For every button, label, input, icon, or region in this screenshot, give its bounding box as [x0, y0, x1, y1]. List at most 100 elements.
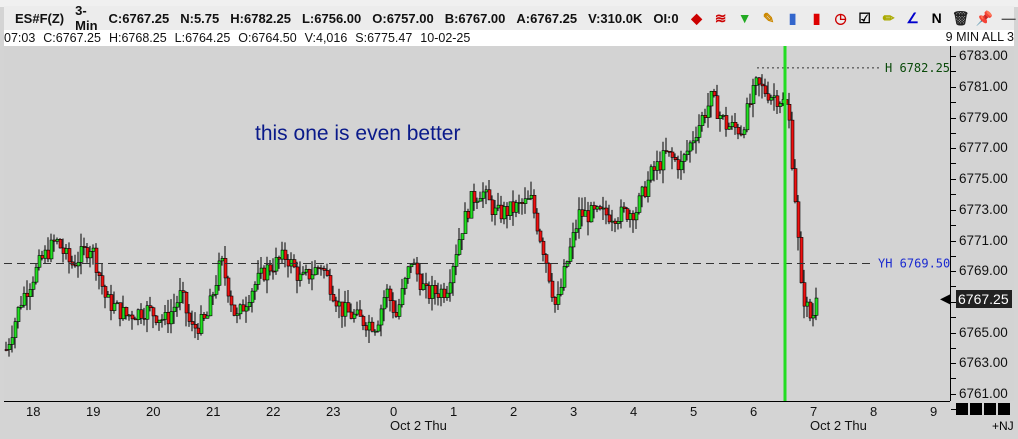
candle-down: [652, 166, 657, 171]
y-tick: [951, 209, 956, 211]
candle-up: [610, 220, 615, 223]
candle-up: [526, 198, 531, 200]
candle-up: [265, 264, 270, 281]
candle-up: [454, 254, 459, 267]
candle-down: [322, 268, 327, 271]
candle-up: [646, 179, 651, 197]
candle-up: [313, 267, 318, 276]
y-tick: [951, 271, 956, 273]
x-tick-label: 19: [86, 404, 101, 419]
date-label: Oct 2 Thu: [810, 418, 867, 433]
candle-up: [655, 161, 660, 171]
cubes-icon[interactable]: ◆: [691, 9, 703, 26]
chart-settings-label[interactable]: 9 MIN ALL 3: [945, 30, 1014, 44]
candle-up: [376, 324, 381, 332]
candle-down: [196, 327, 201, 334]
candle-up: [805, 301, 810, 307]
time-axis[interactable]: 18 19 20 21 22 23 0 1 2 3 4 5 6 7 8 9 Oct 2 Thu Oct 2 Thu: [4, 401, 950, 435]
candle-down: [154, 315, 159, 323]
y-tick-label: 6763.00: [959, 355, 1008, 371]
y-minor-tick: [951, 316, 956, 318]
candle-up: [22, 292, 27, 306]
candle-down: [733, 122, 738, 128]
candle-up: [706, 105, 711, 118]
x-tick-label: 0: [390, 404, 398, 419]
candle-up: [577, 209, 582, 230]
candle-up: [751, 85, 756, 105]
candle-down: [532, 194, 537, 214]
y-tick: [951, 301, 956, 303]
waves-icon[interactable]: ≋: [714, 9, 727, 26]
candle-up: [76, 262, 81, 267]
candle-up: [694, 137, 699, 142]
candle-up: [430, 285, 435, 299]
quote-field: N:5.75: [180, 10, 220, 26]
checklist-icon[interactable]: ☑: [858, 9, 871, 26]
y-minor-tick: [951, 194, 956, 196]
candle-up: [304, 269, 309, 273]
candle-down: [25, 292, 30, 297]
candle-down: [511, 201, 516, 213]
quote-toolbar: ES#F(Z) 3-Min C:6767.25 N:5.75 H:6782.25 L:67…: [4, 3, 1016, 33]
x-tick-label: 9: [930, 404, 938, 419]
pin-icon[interactable]: 📌: [975, 9, 994, 26]
level-label: YH 6769.50: [878, 257, 950, 271]
candle-down: [73, 264, 78, 267]
price-axis[interactable]: 6783.00 6781.00 6779.00 6777.00 6775.00 6773.…: [950, 46, 1014, 410]
candle-down: [184, 291, 189, 314]
candle-down: [97, 272, 102, 276]
status-square: [984, 403, 996, 415]
candle-down: [142, 318, 147, 320]
candle-up: [112, 303, 117, 311]
pencil-icon[interactable]: ✎: [762, 9, 775, 26]
candle-down: [148, 305, 153, 309]
candle-up: [523, 198, 528, 204]
funnel-icon[interactable]: ▼: [737, 10, 752, 26]
y-tick-label: 6761.00: [959, 386, 1008, 401]
candle-up: [478, 198, 483, 202]
y-tick-label: 6783.00: [959, 48, 1008, 64]
y-tick-label: 6769.00: [959, 263, 1008, 279]
candle-down: [703, 115, 708, 118]
candle-down: [586, 210, 591, 223]
bar-info-field: C:6767.25: [43, 31, 101, 45]
candle-up: [106, 294, 111, 298]
x-tick-label: 8: [870, 404, 878, 419]
candle-down: [364, 325, 369, 331]
trash-icon[interactable]: 🗑: [951, 9, 970, 26]
candle-down: [40, 255, 45, 259]
candle-down: [427, 285, 432, 299]
bar-chart-icon[interactable]: ▮: [788, 9, 797, 26]
candles-svg: H 6782.25 YH 6769.50 ◀: [4, 46, 950, 401]
quote-field: 3-Min: [75, 3, 98, 33]
candle-down: [763, 85, 768, 95]
candle-up: [730, 122, 735, 127]
candle-icon[interactable]: ▮: [812, 9, 821, 26]
price-chart[interactable]: H 6782.25 YH 6769.50 ◀: [4, 46, 950, 401]
candle-up: [451, 266, 456, 284]
candle-down: [670, 151, 675, 158]
minimize-icon[interactable]: —: [1001, 10, 1016, 26]
candle-up: [400, 288, 405, 306]
candle-up: [220, 258, 225, 262]
clock-icon[interactable]: ◷: [834, 9, 847, 26]
chart-annotation[interactable]: this one is even better: [255, 122, 461, 145]
news-icon[interactable]: N: [931, 10, 942, 26]
level-label: H 6782.25: [885, 61, 950, 75]
y-tick-label: 6773.00: [959, 201, 1008, 217]
candle-down: [760, 83, 765, 87]
candle-down: [793, 168, 798, 203]
candle-up: [514, 202, 519, 213]
candle-down: [658, 161, 663, 171]
angle-icon[interactable]: ∠: [906, 9, 919, 26]
last-price-arrow-icon: ◀: [940, 290, 950, 306]
candle-down: [361, 316, 366, 326]
y-tick: [951, 332, 956, 334]
candle-up: [178, 290, 183, 304]
ruler-pencil-icon[interactable]: ✏: [882, 9, 895, 26]
bar-info-field: S:6775.47: [355, 31, 413, 45]
candle-up: [382, 297, 387, 310]
y-tick-label: 6775.00: [959, 171, 1008, 187]
candle-up: [10, 337, 15, 345]
bar-info-line: 07:03 C:6767.25 H:6768.25 L:6764.25 O:6764.5…: [4, 30, 1014, 46]
